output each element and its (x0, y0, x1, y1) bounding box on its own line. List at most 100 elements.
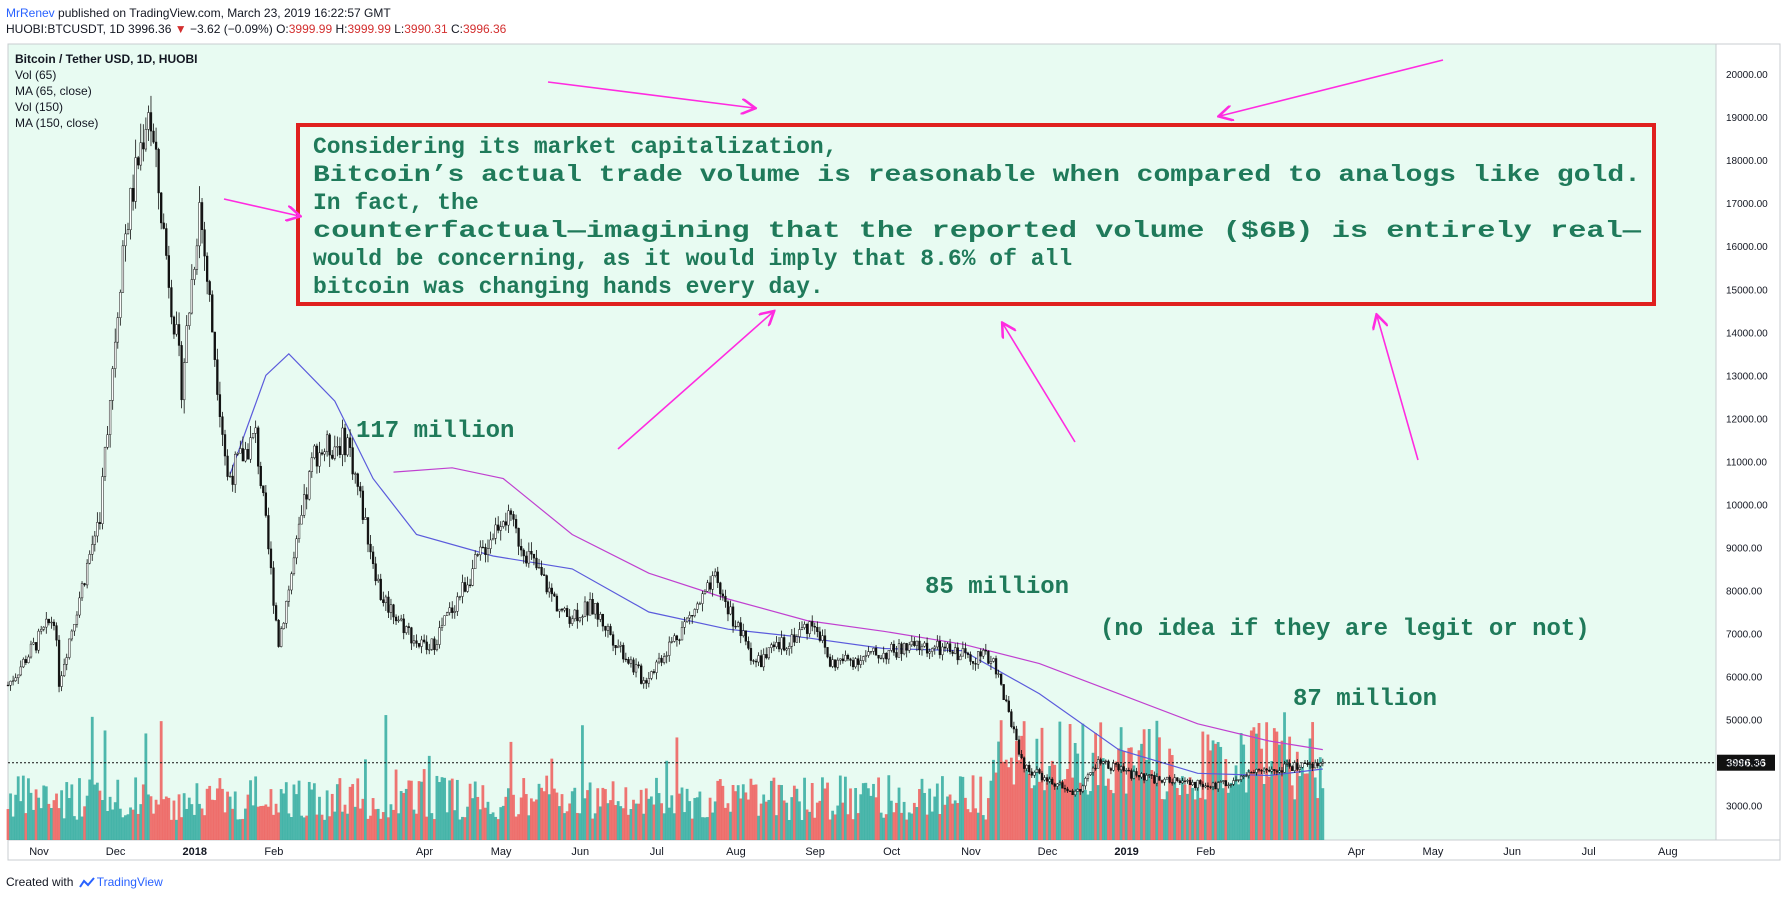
volume-bar (407, 780, 411, 840)
volume-bar (241, 818, 245, 840)
candle-body (708, 582, 712, 590)
candle-body (292, 557, 296, 575)
candle-body (583, 601, 587, 618)
volume-bar (912, 802, 916, 840)
candle-body (1135, 771, 1138, 776)
candle-body (1217, 782, 1220, 790)
candle-body (527, 550, 530, 564)
candle-body (1191, 781, 1194, 786)
volume-bar (152, 813, 155, 840)
author-link[interactable]: MrRenev (6, 6, 55, 20)
candle-body (959, 655, 962, 661)
volume-bar (394, 769, 398, 840)
candle-body (665, 655, 668, 657)
x-tick-label: Aug (1658, 846, 1678, 858)
volume-bar (90, 716, 94, 840)
volume-bar (930, 811, 934, 840)
candle-body (70, 630, 73, 640)
candle-body (1104, 760, 1107, 763)
candle-body (1178, 780, 1182, 784)
volume-bar (575, 812, 579, 840)
plot-area[interactable] (7, 43, 1717, 841)
volume-bar (708, 797, 712, 840)
legend-item[interactable]: MA (150, close) (15, 116, 98, 130)
candle-body (34, 642, 38, 651)
volume-bar (159, 721, 163, 840)
volume-bar (172, 800, 176, 840)
candle-body (285, 601, 288, 624)
volume-bar (1040, 727, 1044, 840)
candle-body (448, 607, 451, 613)
last-price-label: 3996.36 (1726, 758, 1766, 770)
volume-bar (859, 794, 863, 840)
candle-body (1074, 790, 1077, 796)
candle-body (987, 650, 990, 664)
volume-bar (563, 813, 566, 840)
candle-body (9, 680, 12, 686)
candle-body (1071, 790, 1074, 796)
volume-bar (338, 778, 342, 840)
candle-body (80, 583, 84, 599)
candle-body (634, 664, 638, 673)
volume-bar (80, 816, 84, 840)
candle-body (361, 490, 365, 520)
legend-title[interactable]: Bitcoin / Tether USD, 1D, HUOBI (15, 52, 197, 66)
volume-bar (1096, 785, 1100, 840)
annotation-box-line: bitcoin was changing hands every day. (313, 274, 824, 300)
candle-body (310, 457, 313, 472)
volume-bar (417, 781, 421, 840)
volume-bar (1032, 785, 1036, 840)
volume-bar (1017, 760, 1021, 840)
volume-bar (103, 730, 107, 840)
volume-bar (925, 814, 929, 840)
candle-body (1043, 777, 1046, 781)
candle-body (1273, 769, 1276, 771)
legend-item[interactable]: Vol (150) (15, 100, 63, 114)
candle-body (737, 622, 740, 627)
volume-bar (374, 809, 378, 840)
volume-bar (808, 811, 812, 840)
volume-bar (177, 794, 181, 840)
volume-bar (775, 815, 778, 840)
tradingview-brand[interactable]: TradingView (96, 875, 163, 889)
volume-bar (746, 799, 750, 840)
volume-bar (284, 782, 288, 840)
volume-bar (861, 783, 865, 840)
candle-body (1280, 770, 1284, 773)
volume-bar (261, 805, 265, 840)
candle-body (617, 645, 620, 649)
volume-bar (754, 784, 758, 840)
volume-bar (1137, 750, 1141, 840)
volume-bar (1203, 799, 1207, 840)
candle-body (760, 655, 763, 668)
candle-body (844, 655, 847, 662)
legend-item[interactable]: MA (65, close) (15, 84, 92, 98)
candle-body (1102, 761, 1105, 764)
volume-bar (494, 816, 498, 840)
volume-bar (1061, 781, 1064, 840)
volume-bar (118, 808, 122, 840)
candle-body (142, 142, 145, 150)
candle-body (364, 517, 367, 520)
candle-body (387, 596, 390, 613)
price-axis[interactable] (1715, 43, 1781, 841)
candle-body (149, 112, 153, 132)
volume-bar (1015, 740, 1018, 840)
volume-bar (976, 812, 980, 840)
volume-bar (726, 803, 730, 840)
volume-bar (328, 816, 332, 840)
candle-body (588, 598, 592, 616)
candle-body (134, 157, 137, 202)
close-label: C: (450, 22, 463, 36)
volume-bar (841, 802, 845, 840)
volume-bar (1078, 782, 1082, 840)
candle-body (343, 427, 347, 456)
candle-body (599, 614, 602, 620)
volume-bar (918, 789, 921, 840)
volume-bar (356, 778, 360, 840)
candle-body (1260, 769, 1263, 772)
candle-body (1015, 728, 1018, 741)
footer: Created with TradingView (6, 875, 163, 889)
legend-item[interactable]: Vol (65) (15, 68, 56, 82)
